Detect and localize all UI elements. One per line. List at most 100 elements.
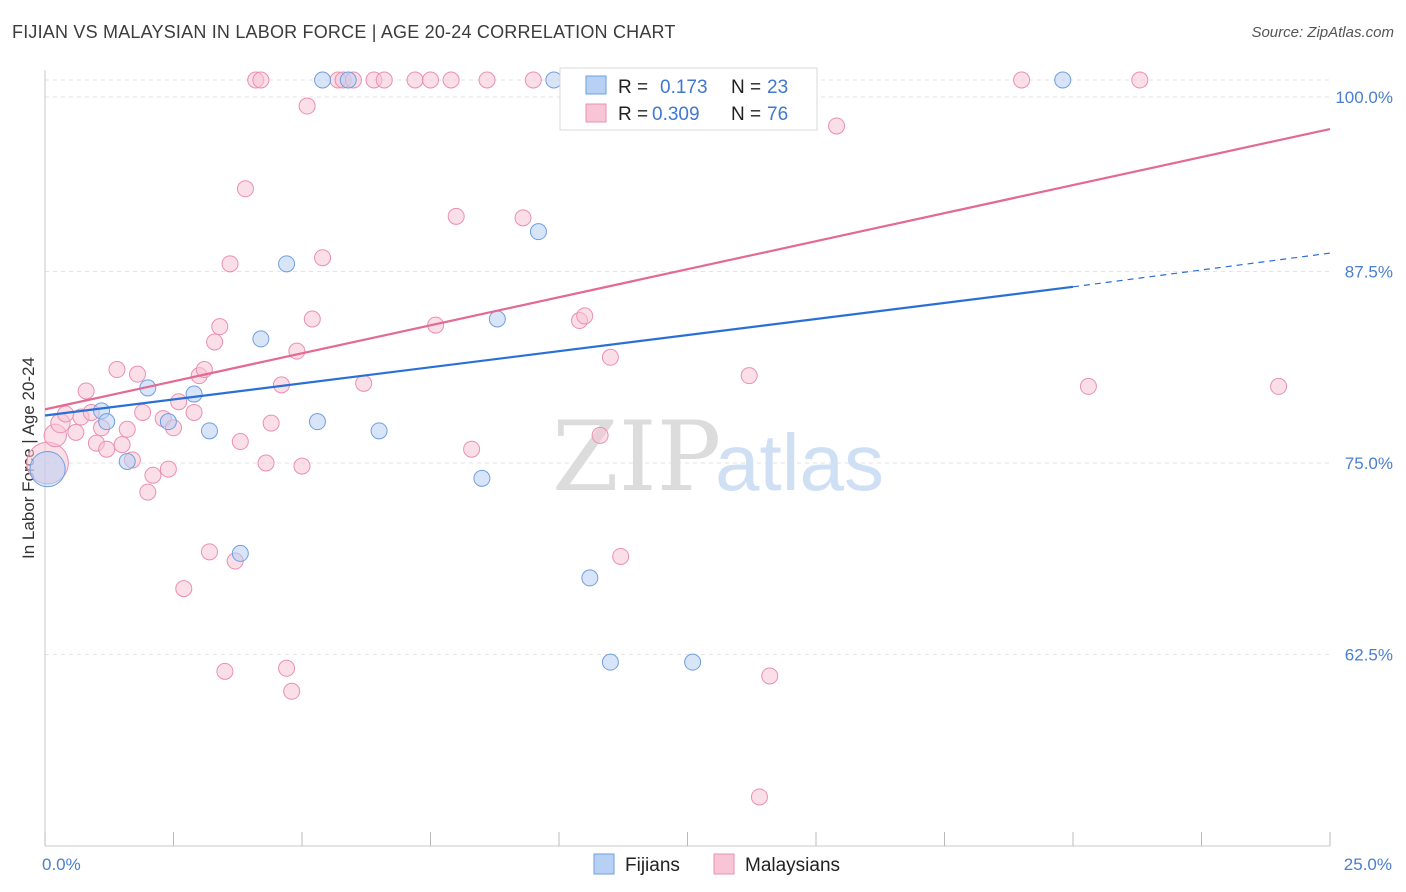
malaysian-point [293,457,311,475]
malaysian-point [298,97,316,115]
legend-n-label-malaysian: N = [731,104,761,125]
bottom-legend-label-malaysians: Malaysians [745,855,840,876]
legend-n-value-malaysian: 76 [767,104,788,125]
malaysian-point [463,440,481,458]
malaysian-point [406,71,424,89]
malaysian-point [211,318,229,336]
y-tick-label: 62.5% [1345,646,1393,665]
malaysian-point [447,207,465,225]
watermark: ZIP atlas [552,401,884,513]
x-ticks [44,832,1331,846]
legend-r-value-malaysian: 0.309 [652,104,700,125]
malaysian-point [524,71,542,89]
fijian-trend-line [44,285,1074,417]
bottom-legend-swatch-fijians [593,853,615,875]
trend-lines [44,127,1331,417]
malaysian-point [442,71,460,89]
malaysian-point [77,382,95,400]
malaysian-point [262,414,280,432]
malaysian-point [514,209,532,227]
y-tick-labels: 62.5% 75.0% 87.5% 100.0% [1335,88,1393,665]
y-tick-label: 87.5% [1345,263,1393,282]
fijian-point [231,544,249,562]
fijian-point [314,71,332,89]
bottom-legend-swatch-malaysians [713,853,735,875]
malaysian-point [375,71,393,89]
malaysian-points [26,71,1288,806]
fijian-point [581,569,599,587]
malaysian-point [175,580,193,598]
fijian-trend-extension [1072,252,1331,288]
malaysian-point [278,659,296,677]
malaysian-point [159,460,177,478]
legend-swatch-fijian [585,75,607,95]
malaysian-point [206,333,224,351]
malaysian-point [231,433,249,451]
source-credit: Source: ZipAtlas.com [1251,24,1394,41]
malaysian-trend-line [44,127,1331,411]
bottom-legend: Fijians Malaysians [593,853,840,876]
legend-n-label-fijian: N = [731,77,761,98]
malaysian-point [170,393,188,411]
fijian-point [185,385,203,403]
malaysian-point [761,667,779,685]
malaysian-point [252,71,270,89]
malaysian-point [1131,71,1149,89]
malaysian-point [221,255,239,273]
y-tick-label: 75.0% [1345,454,1393,473]
fijian-point [98,413,116,431]
malaysian-point [576,307,594,325]
legend-swatch-malaysian [585,103,607,123]
fijian-point [684,653,702,671]
malaysian-point [257,454,275,472]
malaysian-point [314,249,332,267]
malaysian-point [422,71,439,89]
fijian-point [1054,71,1072,89]
malaysian-point [828,117,846,135]
watermark-zip: ZIP [552,401,721,513]
legend-r-label-malaysian: R = [618,104,648,125]
fijian-point [488,310,506,328]
x-tick-label-min: 0.0% [42,855,81,874]
fijian-point [200,422,218,440]
malaysian-point [612,547,630,565]
legend-n-value-fijian: 23 [767,77,788,98]
malaysian-point [1079,377,1097,395]
fijian-point [601,653,619,671]
malaysian-point [144,466,162,484]
x-tick-label-max: 25.0% [1344,855,1392,874]
malaysian-point [355,374,373,392]
malaysian-point [740,367,758,385]
malaysian-point [303,310,321,328]
malaysian-point [129,365,147,383]
malaysian-point [750,788,768,806]
fijian-point [339,71,357,89]
malaysian-point [236,180,254,198]
fijian-point [29,451,66,488]
malaysian-point [1270,377,1288,395]
chart-title: FIJIAN VS MALAYSIAN IN LABOR FORCE | AGE… [12,22,676,42]
malaysian-point [139,483,157,501]
watermark-atlas: atlas [715,418,884,507]
malaysian-point [1013,71,1031,89]
malaysian-point [67,423,85,441]
malaysian-point [283,682,301,700]
fijian-point [370,422,388,440]
fijian-point [118,452,136,470]
malaysian-point [108,361,126,379]
malaysian-point [601,348,619,366]
fijian-point [529,223,547,241]
fijian-point [545,71,563,89]
malaysian-point [113,436,131,454]
fijian-point [159,413,177,431]
malaysian-point [200,543,218,561]
legend-r-value-fijian: 0.173 [660,77,708,98]
bottom-legend-label-fijians: Fijians [625,855,680,876]
malaysian-point [591,426,609,444]
fijian-point [278,255,296,273]
y-tick-label: 100.0% [1335,88,1393,107]
malaysian-point [98,440,116,458]
malaysian-point [216,662,234,680]
malaysian-point [134,403,152,421]
